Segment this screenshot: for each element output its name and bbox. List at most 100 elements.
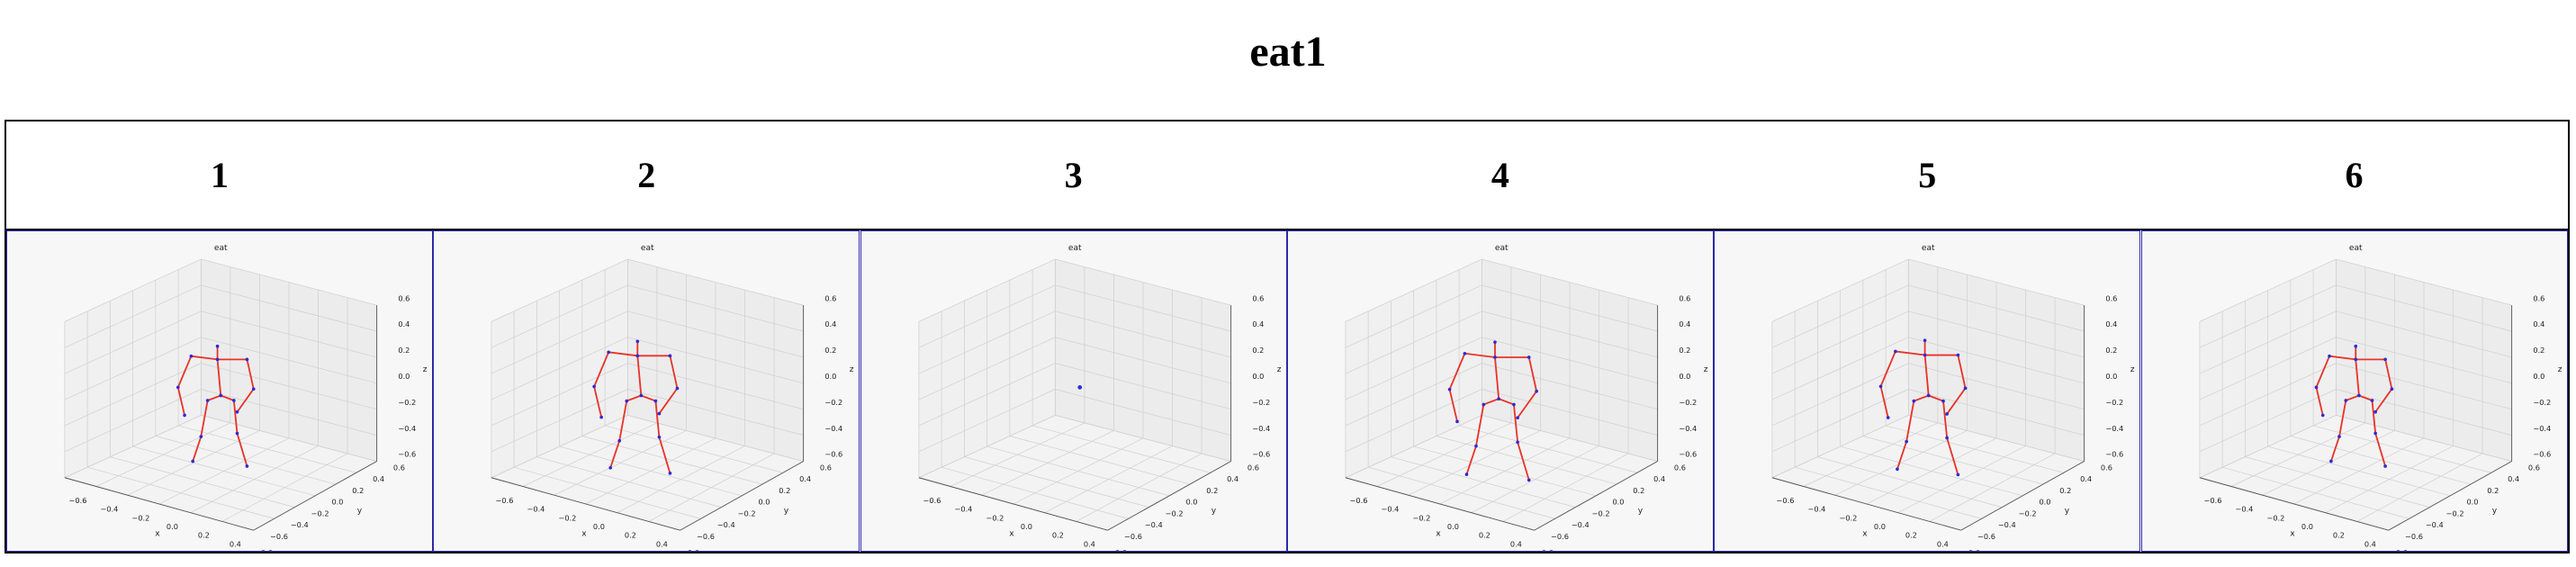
z-axis-label: z	[850, 365, 854, 374]
bone	[232, 400, 239, 434]
z-tick-label: 0.0	[1252, 372, 1264, 381]
y-tick-label: −0.2	[738, 508, 756, 518]
z-tick-label: 0.6	[2106, 293, 2118, 302]
joint	[657, 411, 662, 416]
joint	[1527, 356, 1531, 359]
x-axis-label: x	[1009, 529, 1014, 538]
joint	[1516, 416, 1519, 419]
bone	[1498, 398, 1515, 406]
bone	[2373, 388, 2392, 413]
axis-line	[1771, 477, 1962, 531]
joint	[251, 387, 256, 392]
z-axis-label: z	[1276, 365, 1281, 374]
joint	[1956, 472, 1960, 477]
joint	[1945, 412, 1950, 416]
joint	[675, 386, 680, 391]
y-tick-label: 0.0	[759, 498, 770, 507]
column-header: 5	[1918, 155, 1937, 195]
y-tick-label: 0.2	[2487, 486, 2499, 495]
x-tick-label: 0.4	[1083, 539, 1094, 548]
bone	[2373, 433, 2386, 467]
joint	[2328, 459, 2333, 464]
grid-line	[1482, 415, 1658, 462]
x-tick-label: −0.6	[69, 496, 87, 505]
grid-line	[491, 258, 628, 322]
x-tick-label: 0.0	[1447, 522, 1459, 531]
axis-line	[2388, 461, 2512, 531]
x-tick-label: 0.6	[688, 548, 699, 551]
grid-line	[1345, 284, 1482, 348]
x-tick-label: −0.6	[2203, 496, 2221, 505]
y-tick-label: −0.2	[2019, 508, 2037, 518]
bone	[2329, 436, 2340, 462]
joint	[2373, 410, 2377, 414]
bone	[1474, 404, 1485, 446]
y-tick-label: −0.6	[270, 532, 288, 541]
y-tick-label: −0.4	[717, 520, 735, 529]
y-tick-label: −0.4	[1144, 520, 1162, 529]
grid-line	[201, 284, 377, 332]
joint	[639, 393, 644, 398]
x-tick-label: −0.2	[559, 513, 577, 522]
joint	[1896, 467, 1899, 472]
joint	[205, 399, 210, 402]
grid-line	[1054, 258, 1231, 306]
grid-line	[64, 258, 202, 322]
joint	[635, 339, 640, 344]
x-axis-label: x	[582, 529, 588, 538]
bone	[1928, 394, 1944, 402]
bone	[192, 436, 203, 462]
bone	[1482, 398, 1500, 406]
y-tick-label: −0.4	[1572, 520, 1590, 529]
joint	[2314, 385, 2318, 390]
z-tick-label: 0.6	[398, 293, 410, 302]
bone	[654, 400, 661, 437]
grid-line	[1908, 284, 2085, 332]
joint	[2356, 393, 2361, 398]
z-tick-label: 0.4	[825, 320, 837, 328]
joint	[2382, 464, 2387, 468]
bone	[658, 436, 671, 474]
joint	[1945, 436, 1950, 440]
x-tick-label: 0.4	[230, 539, 241, 548]
bone	[1465, 446, 1477, 475]
x-tick-label: 0.6	[2395, 548, 2407, 551]
y-tick-label: −0.2	[1592, 508, 1610, 518]
joint	[1474, 444, 1478, 448]
column-header: 1	[211, 155, 229, 195]
joint	[2320, 413, 2325, 418]
joint	[189, 354, 194, 358]
joint	[1963, 386, 1968, 391]
bone	[1895, 350, 1925, 356]
joint	[1894, 349, 1897, 354]
plot-3d: eat−0.6−0.4−0.20.00.20.40.6−0.6−0.4−0.20…	[491, 244, 854, 551]
joint	[653, 399, 658, 403]
grid-line	[1482, 284, 1658, 332]
joint	[599, 415, 604, 419]
x-tick-label: −0.6	[1777, 496, 1795, 505]
z-tick-label: 0.6	[825, 293, 837, 302]
x-axis-label: x	[155, 529, 160, 538]
x-tick-label: 0.4	[1937, 539, 1949, 548]
z-tick-label: −0.4	[398, 424, 416, 433]
grid-line	[627, 258, 805, 306]
joint	[1912, 399, 1916, 403]
joint	[1535, 389, 1538, 393]
plot-group: eat−0.6−0.4−0.20.00.20.40.6−0.6−0.4−0.20…	[1345, 244, 1708, 551]
z-tick-label: 0.4	[2106, 320, 2118, 328]
y-tick-label: 0.0	[2040, 498, 2051, 507]
joint	[2353, 344, 2357, 348]
bone	[1923, 355, 1930, 396]
z-tick-label: 0.2	[398, 346, 410, 355]
y-tick-label: 0.0	[2466, 498, 2478, 507]
y-tick-label: 0.6	[2527, 463, 2539, 472]
x-axis-label: x	[1862, 529, 1868, 538]
axis-line	[1107, 461, 1231, 531]
plot-panel: eat−0.6−0.4−0.20.00.20.40.6−0.6−0.4−0.20…	[860, 230, 1287, 552]
plot-panel: eat−0.6−0.4−0.20.00.20.40.6−0.6−0.4−0.20…	[433, 230, 860, 552]
z-tick-label: 0.4	[398, 320, 410, 328]
bone	[1879, 351, 1896, 387]
column-header: 3	[1064, 155, 1083, 195]
